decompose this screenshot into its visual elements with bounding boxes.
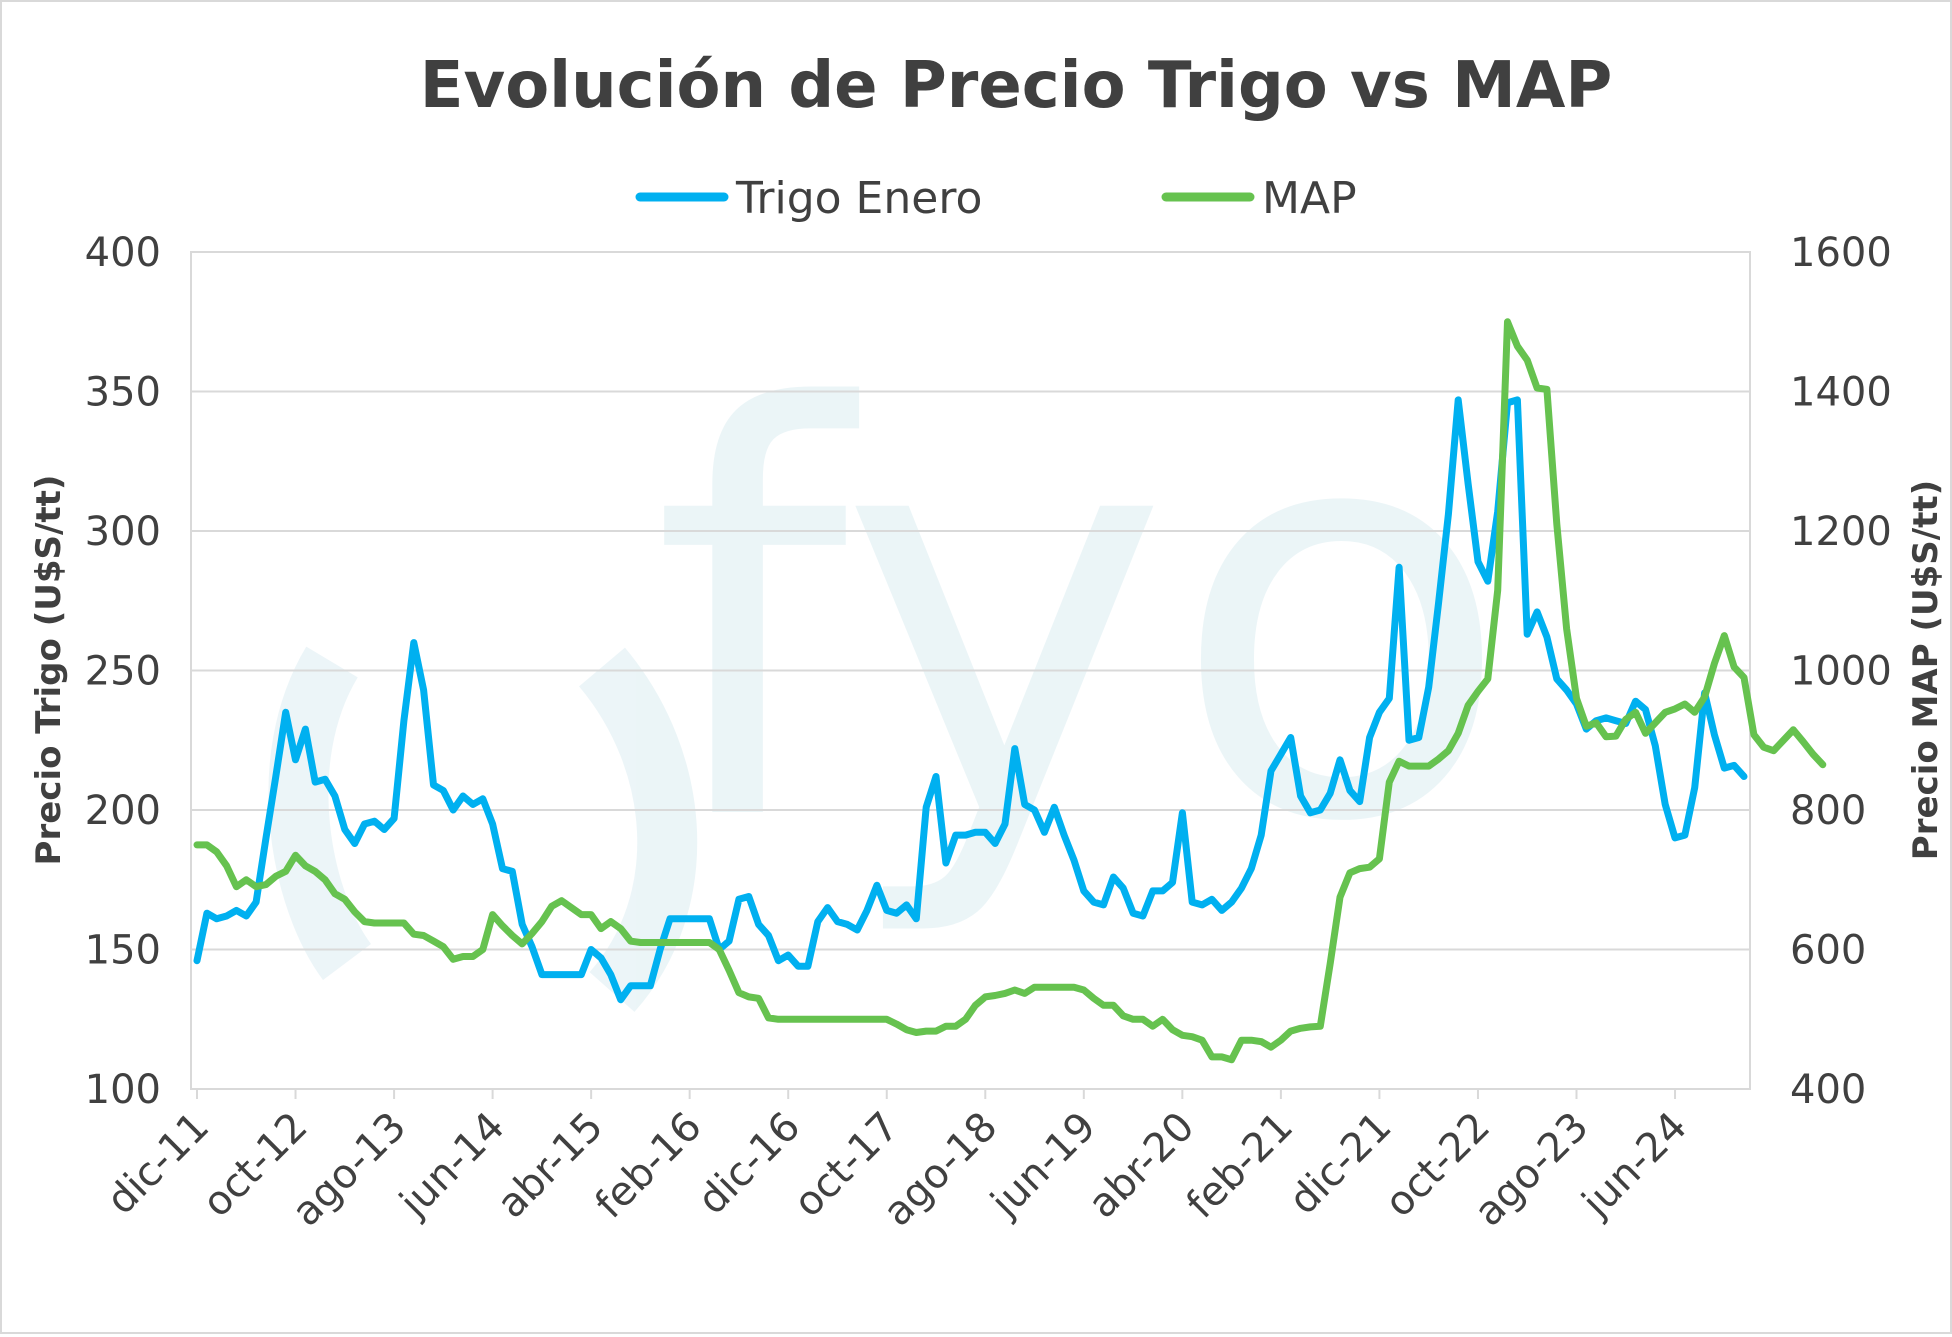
right-tick-label: 400	[1790, 1067, 1866, 1113]
right-tick-label: 1000	[1790, 649, 1892, 695]
left-tick-label: 300	[85, 509, 161, 555]
right-axis-title: Precio MAP (U$S/tt)	[1906, 480, 1946, 860]
chart-title: Evolución de Precio Trigo vs MAP	[420, 49, 1613, 123]
x-tick-label: abr-20	[1080, 1104, 1204, 1228]
legend-label-map: MAP	[1262, 173, 1357, 224]
x-axis-ticks: dic-11oct-12ago-13jun-14abr-15feb-16dic-…	[98, 1089, 1696, 1235]
left-tick-label: 250	[85, 649, 161, 695]
left-axis-ticks: 100 150 200 250 300 350 400	[85, 230, 161, 1113]
x-tick-label: feb-16	[587, 1104, 711, 1228]
watermark-right-arc	[578, 647, 698, 1012]
watermark-fyo: fyo	[651, 293, 1512, 945]
left-tick-label: 400	[85, 230, 161, 276]
legend: Trigo Enero MAP	[635, 173, 1357, 224]
x-tick-label: jun-24	[1573, 1104, 1696, 1227]
x-tick-label: abr-15	[488, 1104, 612, 1228]
series-line-map	[193, 318, 1827, 1064]
right-tick-label: 1200	[1790, 509, 1892, 555]
x-tick-label: feb-21	[1178, 1104, 1302, 1228]
left-axis-title: Precio Trigo (U$S/tt)	[29, 475, 69, 866]
watermark: fyo	[268, 293, 1513, 1012]
left-tick-label: 200	[85, 788, 161, 834]
x-tick-label: dic-21	[1280, 1104, 1400, 1224]
right-tick-label: 1600	[1790, 230, 1892, 276]
right-tick-label: 600	[1790, 928, 1866, 974]
x-tick-label: jun-14	[391, 1104, 514, 1227]
left-tick-label: 350	[85, 370, 161, 416]
watermark-left-arc	[268, 646, 372, 980]
legend-label-trigo: Trigo Enero	[735, 173, 982, 224]
x-tick-label: dic-11	[98, 1104, 218, 1224]
left-tick-label: 150	[85, 928, 161, 974]
x-tick-label: dic-16	[689, 1104, 809, 1224]
left-tick-label: 100	[85, 1067, 161, 1113]
right-tick-label: 1400	[1790, 370, 1892, 416]
plot-border	[190, 251, 1751, 1090]
series-layer	[193, 318, 1827, 1064]
x-tick-label: jun-19	[982, 1104, 1105, 1227]
right-tick-label: 800	[1790, 788, 1866, 834]
series-line-trigo-enero	[193, 396, 1748, 1004]
right-axis-ticks: 400 600 800 1000 1200 1400 1600	[1790, 230, 1892, 1113]
